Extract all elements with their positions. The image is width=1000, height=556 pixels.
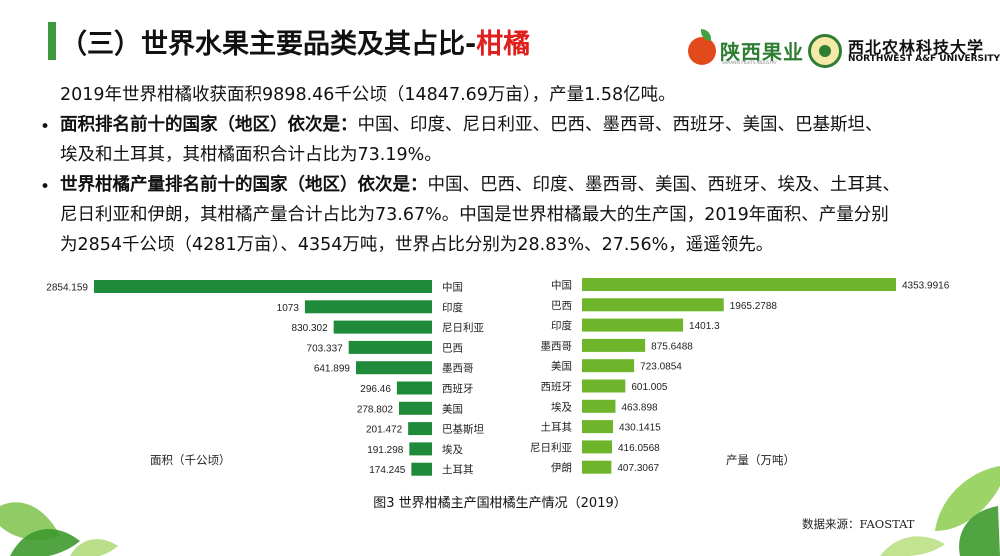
area-bar bbox=[348, 340, 432, 354]
area-bar-chart: 2854.159 中国 1073 印度 830.302 尼日利亚 703.337 巴西 641.… bbox=[46, 280, 484, 476]
area-category-label: 西班牙 bbox=[442, 383, 474, 395]
area-bar bbox=[408, 422, 432, 436]
production-value-label: 1401.3 bbox=[689, 321, 720, 332]
production-bar bbox=[582, 379, 626, 393]
production-category-label: 埃及 bbox=[551, 400, 572, 413]
production-category-label: 土耳其 bbox=[541, 421, 573, 434]
area-bar bbox=[355, 361, 432, 375]
production-bar bbox=[582, 460, 612, 474]
production-category-label: 伊朗 bbox=[551, 462, 572, 474]
area-bar bbox=[94, 280, 432, 293]
area-bar bbox=[333, 320, 432, 334]
production-value-label: 875.6488 bbox=[651, 341, 693, 352]
bullet-dot-1: • bbox=[40, 117, 51, 137]
leaf-decoration-right bbox=[880, 466, 1000, 556]
bullet-1: 面积排名前十的国家（地区）依次是：中国、印度、尼日利亚、巴西、墨西哥、西班牙、美… bbox=[60, 115, 883, 165]
area-value-label: 641.899 bbox=[314, 364, 351, 375]
shaanxi-fruit-logo: 陕西果业 SHAANXI FRUITS INDUSTRY bbox=[688, 28, 804, 65]
area-category-label: 土耳其 bbox=[442, 463, 474, 476]
area-category-label: 印度 bbox=[442, 301, 463, 314]
production-bar bbox=[582, 278, 896, 291]
area-category-label: 美国 bbox=[442, 402, 463, 415]
production-bar bbox=[582, 440, 613, 454]
area-value-label: 296.46 bbox=[360, 384, 391, 395]
production-value-label: 601.005 bbox=[631, 382, 668, 393]
area-value-label: 830.302 bbox=[292, 323, 329, 334]
area-value-label: 174.245 bbox=[369, 465, 406, 476]
production-value-label: 463.898 bbox=[621, 402, 658, 413]
production-category-label: 美国 bbox=[551, 360, 572, 373]
bullet-dot-2: • bbox=[40, 177, 51, 197]
area-bar bbox=[398, 401, 432, 415]
area-value-label: 2854.159 bbox=[46, 283, 88, 294]
production-chart-title: 产量（万吨） bbox=[726, 453, 795, 467]
production-bar bbox=[582, 298, 724, 312]
area-category-label: 巴西 bbox=[442, 342, 463, 354]
production-value-label: 430.1415 bbox=[619, 423, 661, 434]
production-bar-chart: 4353.9916 中国 1965.2788 巴西 1401.3 印度 875.6488 墨西… bbox=[530, 278, 950, 474]
title-accent-bar bbox=[48, 22, 56, 60]
area-value-label: 278.802 bbox=[357, 404, 394, 415]
production-value-label: 407.3067 bbox=[617, 463, 659, 474]
area-category-label: 巴基斯坦 bbox=[442, 423, 484, 436]
production-category-label: 西班牙 bbox=[541, 381, 573, 393]
area-bar bbox=[409, 442, 432, 456]
area-bar bbox=[411, 462, 432, 476]
area-value-label: 201.472 bbox=[366, 425, 403, 436]
intro-text: 2019年世界柑橘收获面积9898.46千公顷（14847.69万亩），产量1.… bbox=[60, 85, 676, 105]
title-highlight: 柑橘 bbox=[476, 29, 531, 60]
production-category-label: 墨西哥 bbox=[541, 340, 573, 352]
fruit-logo-icon bbox=[688, 28, 716, 65]
production-category-label: 中国 bbox=[551, 279, 572, 292]
area-bar bbox=[304, 300, 432, 314]
production-bar bbox=[582, 318, 684, 332]
area-category-label: 中国 bbox=[442, 281, 463, 294]
production-category-label: 尼日利亚 bbox=[530, 442, 572, 454]
area-value-label: 191.298 bbox=[367, 445, 404, 456]
area-value-label: 703.337 bbox=[307, 343, 344, 354]
production-value-label: 416.0568 bbox=[618, 443, 660, 454]
figure-caption: 图3 世界柑橘主产国柑橘生产情况（2019） bbox=[373, 496, 627, 511]
area-category-label: 墨西哥 bbox=[442, 363, 474, 375]
production-value-label: 4353.9916 bbox=[902, 281, 950, 292]
area-chart-title: 面积（千公顷） bbox=[150, 453, 231, 467]
production-category-label: 印度 bbox=[551, 319, 572, 332]
production-bar bbox=[582, 420, 614, 434]
production-value-label: 723.0854 bbox=[640, 362, 682, 373]
area-category-label: 埃及 bbox=[442, 443, 463, 456]
area-value-label: 1073 bbox=[277, 303, 300, 314]
area-bar bbox=[396, 381, 432, 395]
university-seal-icon bbox=[808, 34, 842, 68]
production-bar bbox=[582, 338, 646, 352]
production-category-label: 巴西 bbox=[551, 300, 572, 312]
production-bar bbox=[582, 359, 635, 373]
area-category-label: 尼日利亚 bbox=[442, 322, 484, 334]
production-value-label: 1965.2788 bbox=[730, 301, 778, 312]
bullet-2: 世界柑橘产量排名前十的国家（地区）依次是：中国、巴西、印度、墨西哥、美国、西班牙… bbox=[60, 175, 900, 255]
leaf-decoration-left bbox=[0, 502, 118, 556]
production-bar bbox=[582, 399, 616, 413]
page-title: （三）世界水果主要品类及其占比-柑橘 bbox=[60, 29, 531, 60]
data-source: 数据来源：FAOSTAT bbox=[802, 517, 915, 531]
